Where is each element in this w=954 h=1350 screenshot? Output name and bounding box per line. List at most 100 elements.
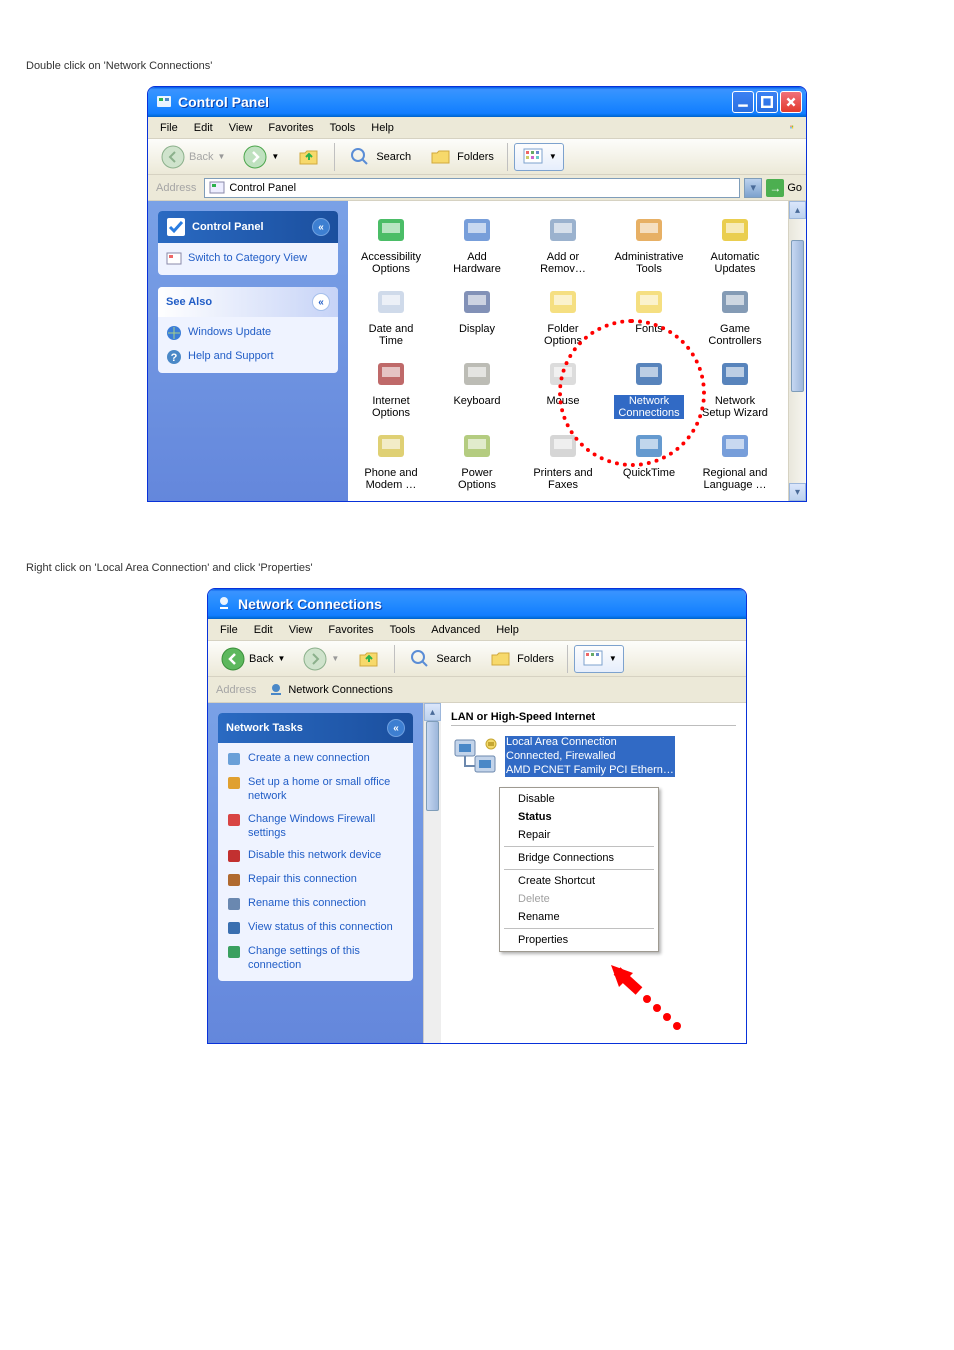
cp-icon-administrative-tools[interactable]: Administrative Tools: [612, 211, 686, 277]
cp-item-label: Administrative Tools: [614, 251, 684, 275]
switch-category-view-link[interactable]: Switch to Category View: [166, 251, 330, 267]
vertical-scrollbar[interactable]: ▴ ▾: [788, 201, 806, 501]
cp-icon-add-hardware[interactable]: Add Hardware: [440, 211, 514, 277]
cp-icon-mouse[interactable]: Mouse: [526, 355, 600, 421]
cp-icon-printers-and-faxes[interactable]: Printers and Faxes: [526, 427, 600, 493]
views-button[interactable]: ▼: [514, 143, 564, 171]
cp-item-icon: [374, 213, 408, 247]
link-label: Help and Support: [188, 349, 274, 363]
address-value: Control Panel: [229, 182, 296, 194]
network-task-link[interactable]: View status of this connection: [226, 920, 405, 936]
scroll-thumb[interactable]: [789, 219, 806, 483]
menu-tools[interactable]: Tools: [382, 622, 424, 638]
ctx-shortcut[interactable]: Create Shortcut: [500, 872, 658, 890]
menu-view[interactable]: View: [221, 120, 261, 136]
cp-icon-fonts[interactable]: Fonts: [612, 283, 686, 349]
address-dropdown-button[interactable]: ▾: [744, 178, 762, 198]
menu-view[interactable]: View: [281, 622, 321, 638]
up-button[interactable]: [350, 645, 388, 673]
menu-favorites[interactable]: Favorites: [320, 622, 381, 638]
cp-item-label: Date and Time: [356, 323, 426, 347]
cp-icon-quicktime[interactable]: QuickTime: [612, 427, 686, 493]
cp-icon-automatic-updates[interactable]: Automatic Updates: [698, 211, 772, 277]
scroll-down-button[interactable]: ▾: [789, 483, 806, 501]
menu-help[interactable]: Help: [363, 120, 402, 136]
address-label: Address: [212, 684, 260, 696]
task-label: Repair this connection: [248, 872, 357, 886]
folders-button[interactable]: Folders: [482, 645, 561, 673]
ctx-properties[interactable]: Properties: [500, 931, 658, 949]
sidebox-control-panel-header[interactable]: Control Panel «: [158, 211, 338, 243]
forward-button[interactable]: ▼: [236, 143, 286, 171]
cp-icon-display[interactable]: Display: [440, 283, 514, 349]
cp-icon-date-and-time[interactable]: Date and Time: [354, 283, 428, 349]
cp-icon-game-controllers[interactable]: Game Controllers: [698, 283, 772, 349]
cp-icon-network-connections[interactable]: Network Connections: [612, 355, 686, 421]
views-button[interactable]: ▼: [574, 645, 624, 673]
menu-help[interactable]: Help: [488, 622, 527, 638]
menu-edit[interactable]: Edit: [186, 120, 221, 136]
windows-update-link[interactable]: Windows Update: [166, 325, 330, 341]
ctx-rename[interactable]: Rename: [500, 908, 658, 926]
forward-button[interactable]: ▼: [296, 645, 346, 673]
menu-edit[interactable]: Edit: [246, 622, 281, 638]
network-task-link[interactable]: Repair this connection: [226, 872, 405, 888]
network-task-link[interactable]: Create a new connection: [226, 751, 405, 767]
back-button[interactable]: Back ▼: [154, 143, 232, 171]
task-label: Change Windows Firewall settings: [248, 812, 405, 841]
go-button[interactable]: → Go: [766, 179, 802, 197]
menu-file[interactable]: File: [152, 120, 186, 136]
search-button[interactable]: Search: [341, 143, 418, 171]
up-button[interactable]: [290, 143, 328, 171]
address-field[interactable]: Control Panel: [204, 178, 740, 198]
menu-advanced[interactable]: Advanced: [423, 622, 488, 638]
ctx-repair[interactable]: Repair: [500, 826, 658, 844]
ctx-bridge[interactable]: Bridge Connections: [500, 849, 658, 867]
sidebox-seealso-header[interactable]: See Also «: [158, 287, 338, 317]
help-support-link[interactable]: ? Help and Support: [166, 349, 330, 365]
titlebar[interactable]: Control Panel: [148, 87, 806, 117]
menu-tools[interactable]: Tools: [322, 120, 364, 136]
scroll-up-button[interactable]: ▴: [789, 201, 806, 219]
network-tasks-header[interactable]: Network Tasks «: [218, 713, 413, 743]
search-button[interactable]: Search: [401, 645, 478, 673]
maximize-button[interactable]: [756, 91, 778, 113]
side-panel: Control Panel « Switch to Category View …: [148, 201, 348, 501]
local-area-connection-item[interactable]: Local Area Connection Connected, Firewal…: [451, 736, 691, 778]
scroll-thumb[interactable]: [426, 721, 439, 811]
cp-icon-regional-and-language[interactable]: Regional and Language …: [698, 427, 772, 493]
menubar: File Edit View Favorites Tools Advanced …: [208, 619, 746, 641]
ctx-disable[interactable]: Disable: [500, 790, 658, 808]
minimize-button[interactable]: [732, 91, 754, 113]
network-task-link[interactable]: Disable this network device: [226, 848, 405, 864]
cp-icon-accessibility-options[interactable]: Accessibility Options: [354, 211, 428, 277]
network-task-link[interactable]: Set up a home or small office network: [226, 775, 405, 804]
cp-item-label: Regional and Language …: [700, 467, 770, 491]
sidepanel-scrollbar[interactable]: ▴: [423, 703, 441, 1043]
folders-button[interactable]: Folders: [422, 143, 501, 171]
network-task-link[interactable]: Rename this connection: [226, 896, 405, 912]
cp-item-label: Display: [459, 323, 495, 335]
cp-icon-network-setup-wizard[interactable]: Network Setup Wizard: [698, 355, 772, 421]
back-button[interactable]: Back ▼: [214, 645, 292, 673]
menu-favorites[interactable]: Favorites: [260, 120, 321, 136]
cp-icon-keyboard[interactable]: Keyboard: [440, 355, 514, 421]
cp-item-icon: [632, 285, 666, 319]
address-field[interactable]: Network Connections: [264, 680, 397, 700]
ctx-status[interactable]: Status: [500, 808, 658, 826]
cp-icon-add-or-remov[interactable]: Add or Remov…: [526, 211, 600, 277]
cp-icon-folder-options[interactable]: Folder Options: [526, 283, 600, 349]
menu-file[interactable]: File: [212, 622, 246, 638]
network-task-link[interactable]: Change settings of this connection: [226, 944, 405, 973]
address-label: Address: [152, 182, 200, 194]
titlebar[interactable]: Network Connections: [208, 589, 746, 619]
close-button[interactable]: [780, 91, 802, 113]
scroll-up-button[interactable]: ▴: [424, 703, 441, 721]
cp-icon-power-options[interactable]: Power Options: [440, 427, 514, 493]
cp-item-icon: [632, 213, 666, 247]
ctx-delete[interactable]: Delete: [500, 890, 658, 908]
lan-status: Connected, Firewalled: [505, 750, 675, 764]
network-task-link[interactable]: Change Windows Firewall settings: [226, 812, 405, 841]
cp-icon-phone-and-modem[interactable]: Phone and Modem …: [354, 427, 428, 493]
cp-icon-internet-options[interactable]: Internet Options: [354, 355, 428, 421]
